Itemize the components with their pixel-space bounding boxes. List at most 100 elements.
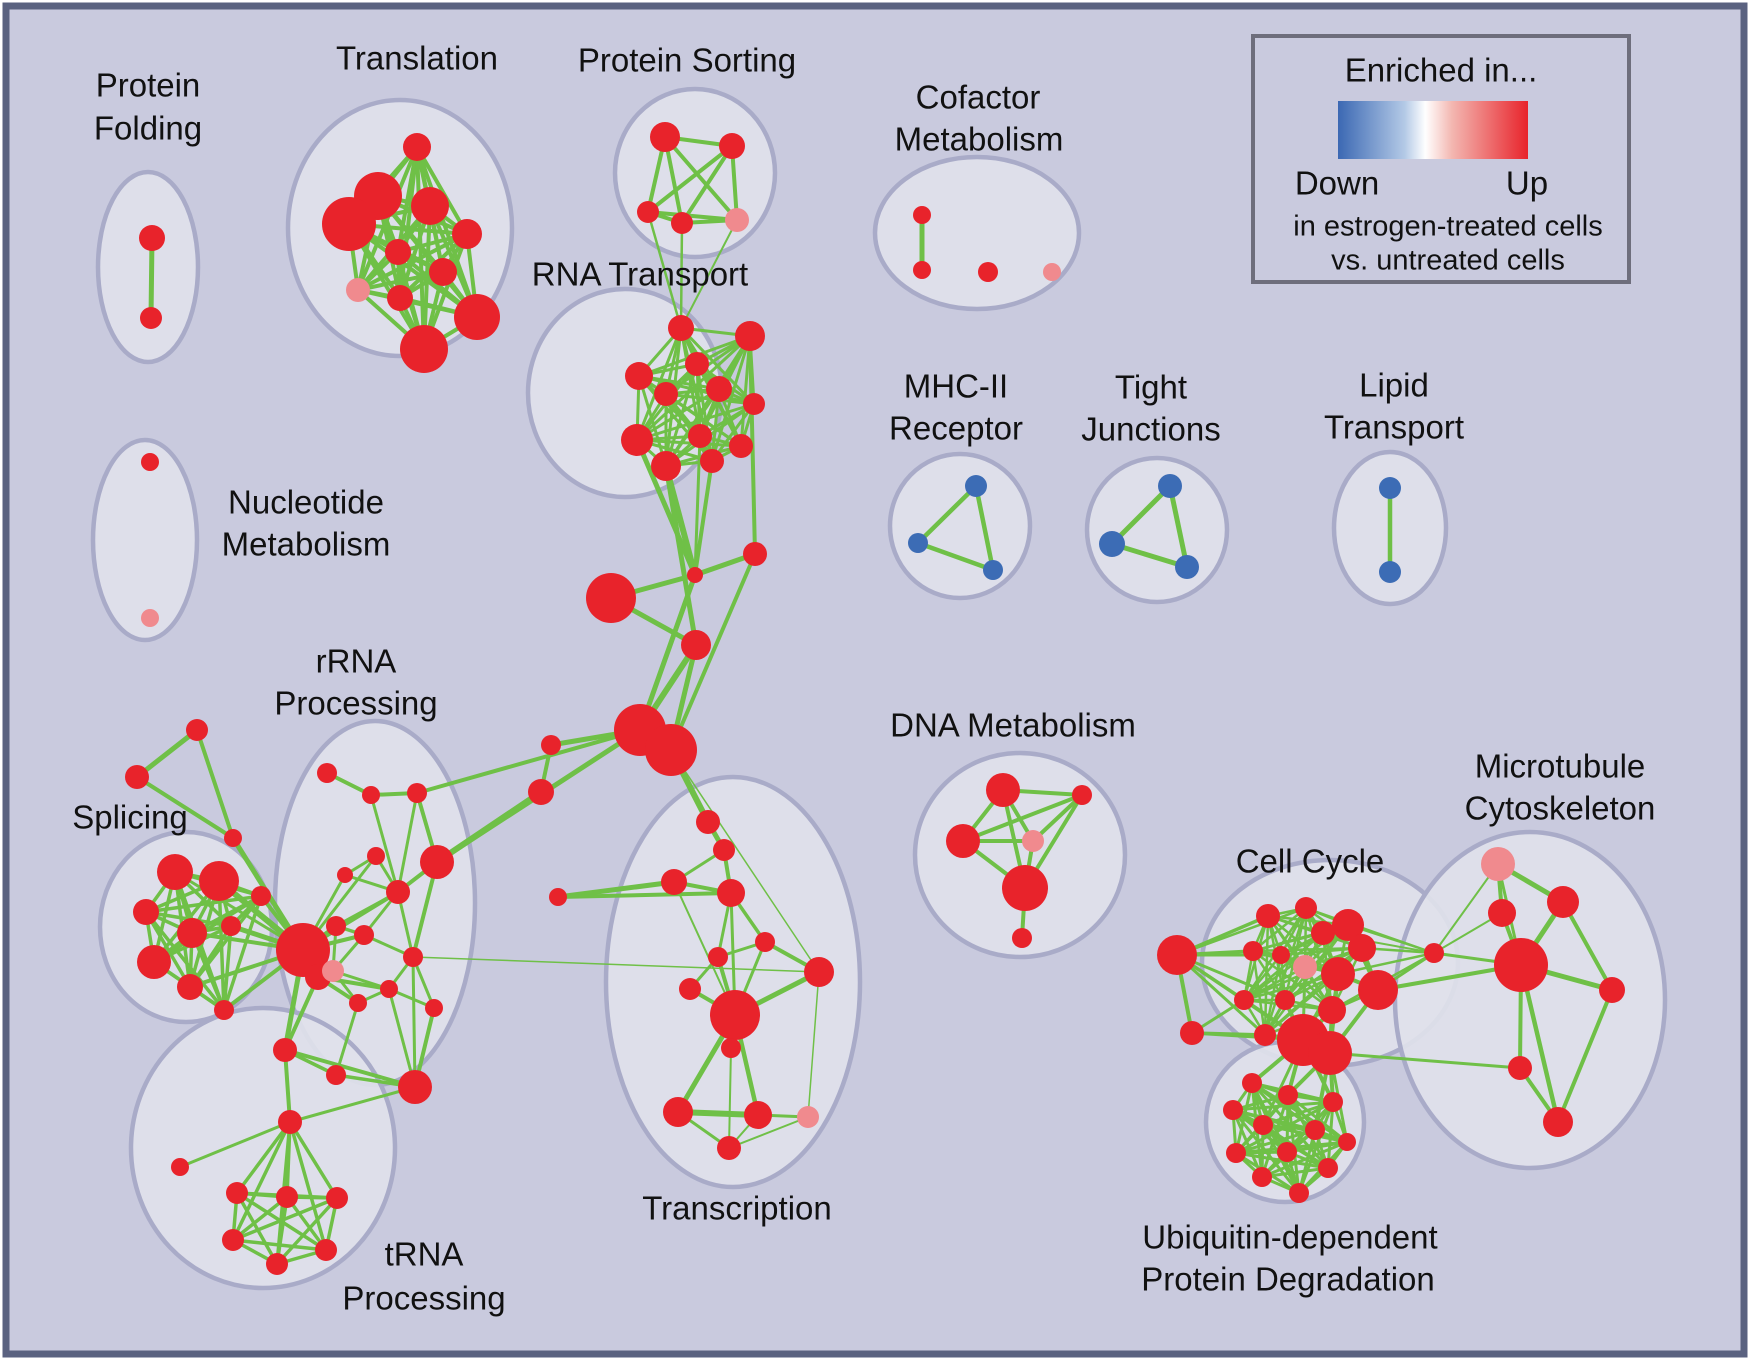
gene-set-node-rt5 <box>654 382 678 406</box>
gene-set-node-l2 <box>528 779 554 805</box>
gene-set-node-c7 <box>1293 955 1317 979</box>
edge <box>646 210 683 330</box>
cluster-label-lipid-transport: Transport <box>1324 409 1464 446</box>
gene-set-node-n4 <box>222 1229 244 1251</box>
gene-set-node-c6 <box>1272 946 1290 964</box>
gene-set-node-s7 <box>177 974 203 1000</box>
gene-set-node-c17 <box>1358 970 1398 1010</box>
gene-set-node-n5 <box>266 1253 288 1275</box>
gene-set-node-r3 <box>407 783 427 803</box>
gene-set-node-c13 <box>1254 1024 1276 1046</box>
legend-note-line1: in estrogen-treated cells <box>1293 211 1603 243</box>
gene-set-node-ch2 <box>743 542 767 566</box>
gene-set-node-d4 <box>1022 830 1044 852</box>
gene-set-node-s2 <box>199 861 239 901</box>
edge <box>635 402 756 442</box>
gene-set-node-u12 <box>1289 1183 1309 1203</box>
gene-set-node-tj1 <box>1158 474 1182 498</box>
edge <box>231 1195 289 1242</box>
legend-title: Enriched in... <box>1345 52 1538 89</box>
cluster-label-rna-transport: RNA Transport <box>532 256 748 293</box>
edge <box>637 572 698 733</box>
gene-set-node-nm1 <box>141 453 159 471</box>
gene-set-node-s9 <box>251 886 271 906</box>
gene-set-node-cm1 <box>913 206 931 224</box>
edge <box>1031 793 1084 843</box>
edge <box>231 1120 292 1242</box>
edge <box>288 1085 417 1124</box>
gene-set-node-x2 <box>125 765 149 789</box>
cluster-label-ubiquitin-degradation: Protein Degradation <box>1141 1261 1435 1298</box>
edge <box>231 1196 339 1242</box>
gene-set-node-r14 <box>425 999 443 1017</box>
gene-set-node-r7 <box>420 845 454 879</box>
gene-set-node-r1 <box>317 763 337 783</box>
gene-set-node-tc6 <box>708 947 728 967</box>
edge <box>1251 931 1325 953</box>
cluster-label-protein-sorting: Protein Sorting <box>578 42 796 79</box>
gene-set-node-rt12 <box>729 434 753 458</box>
edge <box>555 879 677 900</box>
gene-set-node-m1 <box>1547 886 1579 918</box>
gene-set-node-u8 <box>1226 1143 1246 1163</box>
gene-set-node-rt6 <box>706 376 732 402</box>
legend-gradient-bar <box>1338 101 1528 159</box>
gene-set-node-rt3 <box>685 352 709 376</box>
edge <box>635 387 721 442</box>
edge <box>283 975 320 1052</box>
gene-set-node-s8 <box>214 1000 234 1020</box>
edge <box>1285 1140 1349 1154</box>
gene-set-node-t11 <box>400 325 448 373</box>
gene-set-node-c15 <box>1308 1031 1352 1075</box>
edge <box>1251 906 1308 953</box>
gene-set-node-n0 <box>278 1110 302 1134</box>
gene-set-node-n6 <box>315 1239 337 1261</box>
gene-set-node-x3 <box>224 829 242 847</box>
legend-note-line2: vs. untreated cells <box>1331 245 1565 277</box>
gene-set-node-c5 <box>1243 941 1263 961</box>
edge <box>1561 900 1614 992</box>
gene-set-node-r8 <box>326 916 346 936</box>
gene-set-node-u4 <box>1223 1100 1243 1120</box>
cluster-label-rrna-processing: rRNA <box>316 643 397 680</box>
gene-set-node-u3 <box>1323 1092 1343 1112</box>
cluster-label-protein-folding: Protein <box>96 67 201 104</box>
cluster-label-lipid-transport: Lipid <box>1359 367 1429 404</box>
gene-set-node-c8 <box>1321 957 1355 991</box>
gene-set-node-r12 <box>380 980 398 998</box>
cluster-ellipse-trna-processing <box>128 1005 398 1291</box>
gene-set-node-ch4 <box>681 630 711 660</box>
gene-set-node-s3 <box>133 899 159 925</box>
gene-set-node-r13 <box>349 994 367 1012</box>
gene-set-node-rt9 <box>688 424 712 448</box>
legend-down-label: Down <box>1295 165 1379 202</box>
edge <box>635 438 743 448</box>
gene-set-node-c12 <box>1318 996 1346 1024</box>
edge <box>415 145 469 236</box>
cluster-ellipse-protein-folding <box>95 169 201 365</box>
gene-set-node-n2 <box>276 1186 298 1208</box>
gene-set-node-r6 <box>386 880 410 904</box>
gene-set-node-tc11 <box>663 1097 693 1127</box>
edge <box>1109 541 1190 570</box>
gene-set-node-c4 <box>1311 921 1335 945</box>
gene-set-node-rt1 <box>668 315 694 341</box>
gene-set-node-ps3 <box>637 201 659 223</box>
edge <box>1175 906 1308 957</box>
cluster-ellipse-mhc-ii-receptor <box>887 451 1033 601</box>
edge <box>670 749 820 973</box>
gene-set-node-t10 <box>454 294 500 340</box>
edge <box>1167 483 1190 570</box>
cluster-label-ubiquitin-degradation: Ubiquitin-dependent <box>1142 1219 1437 1256</box>
gene-set-node-t5 <box>452 219 482 249</box>
gene-set-node-u5 <box>1253 1115 1273 1135</box>
edge <box>356 270 445 292</box>
gene-set-node-rt8 <box>621 424 653 456</box>
gene-set-node-c9 <box>1348 934 1376 962</box>
edge <box>288 1120 328 1252</box>
gene-set-node-cm4 <box>1043 263 1061 281</box>
gene-set-node-s4 <box>177 918 207 948</box>
gene-set-node-rt4 <box>625 362 653 390</box>
cluster-label-protein-folding: Folding <box>94 110 202 147</box>
